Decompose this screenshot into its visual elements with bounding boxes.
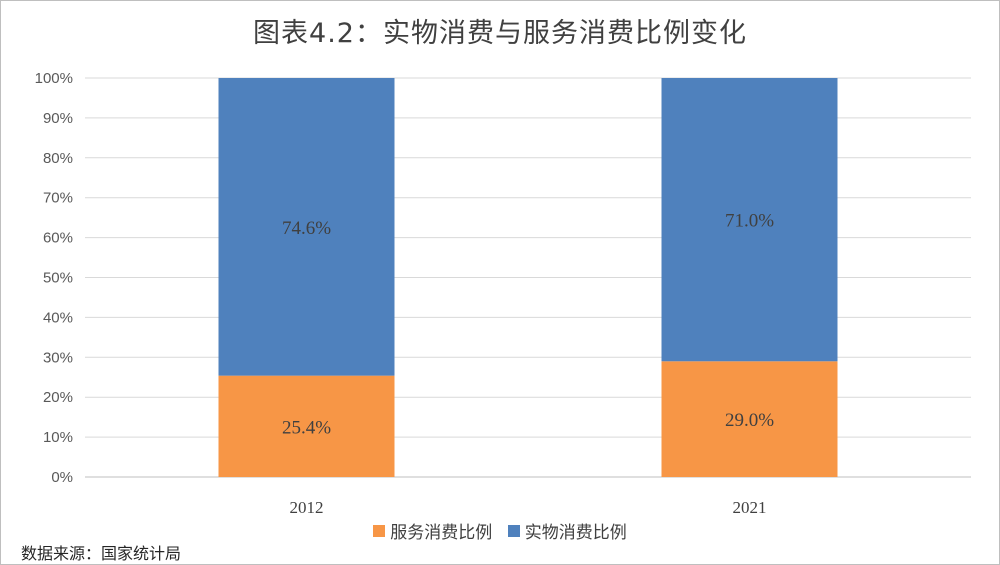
data-label: 29.0%: [725, 410, 774, 431]
x-tick-label: 2021: [733, 498, 767, 517]
data-label: 71.0%: [725, 211, 774, 232]
data-label: 25.4%: [282, 417, 331, 438]
legend-label-service: 服务消费比例: [390, 523, 493, 543]
legend: 服务消费比例 实物消费比例: [1, 518, 999, 543]
x-tick-label: 2012: [290, 498, 324, 517]
bar-segment: [218, 375, 395, 477]
bar-segment: [661, 361, 838, 477]
y-tick-label: 30%: [43, 349, 73, 366]
source-note: 数据来源：国家统计局: [21, 544, 182, 563]
y-tick-label: 60%: [43, 230, 73, 247]
y-tick-label: 10%: [43, 429, 73, 446]
y-tick-label: 0%: [51, 469, 73, 486]
bar-segment: [661, 78, 838, 362]
y-tick-label: 50%: [43, 270, 73, 287]
y-tick-label: 40%: [43, 309, 73, 326]
chart-title: 图表4.2：实物消费与服务消费比例变化: [253, 18, 747, 49]
y-tick-label: 90%: [43, 110, 73, 127]
data-label: 74.6%: [282, 218, 331, 239]
y-tick-label: 80%: [43, 150, 73, 167]
legend-item-goods: 实物消费比例: [507, 518, 627, 543]
legend-item-service: 服务消费比例: [373, 518, 492, 543]
bar-segment: [218, 78, 395, 376]
y-tick-label: 20%: [43, 389, 73, 406]
y-tick-label: 100%: [35, 70, 73, 87]
legend-swatch-service: [373, 524, 386, 537]
legend-label-goods: 实物消费比例: [524, 523, 627, 543]
legend-swatch-goods: [507, 524, 520, 537]
y-tick-label: 70%: [43, 190, 73, 207]
